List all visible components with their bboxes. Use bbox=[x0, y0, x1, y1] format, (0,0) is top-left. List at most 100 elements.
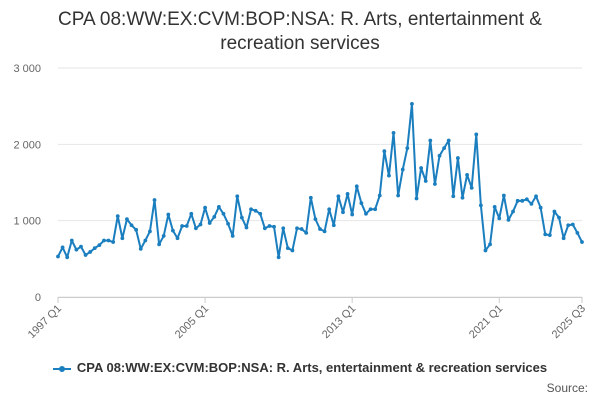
data-point bbox=[405, 146, 410, 151]
source-label: Source: bbox=[546, 381, 588, 395]
data-point bbox=[193, 226, 198, 231]
data-point bbox=[529, 201, 534, 206]
data-point bbox=[175, 236, 180, 241]
data-point bbox=[469, 185, 474, 190]
data-point bbox=[230, 234, 235, 238]
chart-title-line-1: CPA 08:WW:EX:CVM:BOP:NSA: R. Arts, enter… bbox=[58, 9, 542, 30]
data-point bbox=[377, 193, 382, 198]
data-point bbox=[267, 224, 272, 228]
y-tick-label: 2 000 bbox=[13, 139, 41, 151]
data-point bbox=[120, 236, 125, 241]
data-point bbox=[492, 205, 497, 209]
chart-title-line-2: recreation services bbox=[220, 33, 380, 54]
data-point bbox=[60, 245, 65, 250]
data-point bbox=[552, 209, 557, 214]
data-point bbox=[203, 205, 207, 210]
legend[interactable]: CPA 08:WW:EX:CVM:BOP:NSA: R. Arts, enter… bbox=[0, 360, 600, 375]
data-point bbox=[543, 232, 548, 237]
data-point bbox=[515, 198, 520, 203]
data-point bbox=[465, 172, 469, 177]
chart-title: CPA 08:WW:EX:CVM:BOP:NSA: R. Arts, enter… bbox=[0, 8, 600, 56]
data-point bbox=[345, 192, 350, 196]
data-point bbox=[285, 246, 290, 251]
y-tick-label: 0 bbox=[35, 292, 41, 304]
data-point bbox=[322, 229, 327, 234]
x-axis: 1997 Q1 2005 Q1 2013 Q1 2021 Q1 2025 Q3 bbox=[26, 297, 588, 341]
data-point bbox=[580, 240, 584, 244]
data-point bbox=[460, 195, 465, 200]
data-point bbox=[419, 166, 424, 170]
data-point bbox=[262, 226, 267, 231]
legend-label: CPA 08:WW:EX:CVM:BOP:NSA: R. Arts, enter… bbox=[76, 360, 548, 375]
data-point bbox=[207, 221, 212, 225]
legend-swatch bbox=[52, 364, 71, 374]
data-point bbox=[129, 223, 134, 228]
data-point bbox=[216, 205, 221, 209]
data-point bbox=[538, 205, 543, 210]
x-tick-label: 2021 Q1 bbox=[467, 303, 505, 341]
data-point bbox=[111, 240, 116, 244]
data-point bbox=[88, 250, 93, 254]
data-point bbox=[138, 247, 143, 251]
data-point bbox=[198, 222, 203, 227]
data-point bbox=[400, 167, 405, 172]
data-point bbox=[446, 138, 451, 143]
data-point bbox=[83, 253, 88, 257]
data-point bbox=[249, 207, 253, 212]
y-tick-label: 3 000 bbox=[13, 63, 41, 75]
data-point bbox=[180, 224, 185, 228]
data-point bbox=[368, 207, 373, 212]
data-point bbox=[359, 201, 364, 206]
data-point bbox=[433, 182, 437, 186]
data-point bbox=[161, 234, 166, 238]
data-point bbox=[423, 179, 428, 183]
data-point bbox=[125, 217, 129, 222]
data-point bbox=[304, 230, 309, 235]
data-point bbox=[272, 224, 276, 229]
data-point bbox=[557, 215, 561, 220]
data-point bbox=[524, 197, 529, 202]
data-point bbox=[566, 223, 571, 228]
data-point bbox=[506, 218, 511, 222]
data-point bbox=[350, 212, 355, 217]
data-point bbox=[437, 153, 442, 158]
data-point bbox=[184, 224, 189, 228]
data-point bbox=[102, 238, 106, 243]
data-point bbox=[226, 221, 230, 226]
data-point bbox=[318, 227, 322, 231]
data-point bbox=[97, 243, 102, 247]
data-point bbox=[364, 211, 368, 216]
data-point bbox=[276, 255, 281, 260]
data-point bbox=[244, 225, 249, 230]
data-point bbox=[152, 198, 157, 202]
data-point bbox=[488, 242, 492, 247]
data-point bbox=[382, 149, 387, 154]
data-point bbox=[478, 203, 483, 208]
data-point bbox=[143, 238, 148, 243]
x-tick-label: 1997 Q1 bbox=[26, 303, 64, 341]
data-point bbox=[92, 246, 97, 251]
x-tick-label: 2005 Q1 bbox=[173, 303, 211, 341]
data-point bbox=[520, 198, 525, 203]
data-point bbox=[414, 196, 419, 201]
data-point bbox=[106, 238, 111, 243]
data-point bbox=[134, 227, 139, 232]
data-point bbox=[331, 223, 336, 228]
data-point bbox=[561, 236, 566, 241]
data-point bbox=[391, 130, 396, 135]
data-point bbox=[354, 184, 359, 189]
data-point bbox=[212, 214, 217, 219]
data-point bbox=[189, 211, 194, 216]
data-point bbox=[474, 132, 479, 137]
y-axis: 0 1 000 2 000 3 000 bbox=[13, 63, 41, 304]
data-point bbox=[148, 229, 152, 234]
data-point bbox=[327, 207, 332, 212]
data-point bbox=[290, 248, 295, 253]
data-point bbox=[74, 247, 79, 252]
series-line bbox=[57, 102, 583, 259]
data-point bbox=[157, 242, 162, 247]
data-point bbox=[166, 212, 171, 217]
data-point bbox=[575, 230, 580, 235]
data-point bbox=[396, 193, 401, 198]
